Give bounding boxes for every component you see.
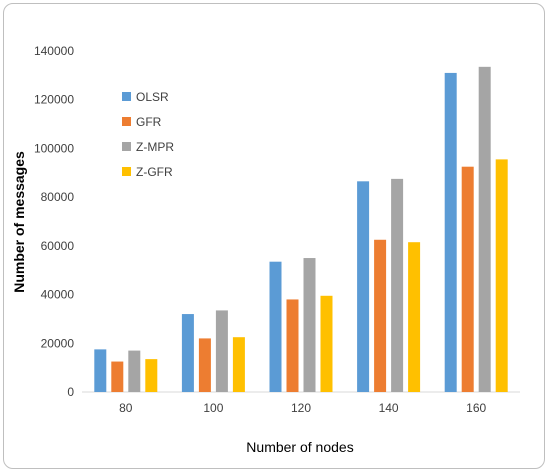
x-axis-label: Number of nodes bbox=[246, 439, 353, 455]
legend-swatch-z-mpr bbox=[122, 142, 131, 151]
legend-label-z-gfr: Z-GFR bbox=[136, 165, 173, 179]
y-tick-label: 20000 bbox=[41, 336, 75, 350]
x-tick-label: 160 bbox=[466, 401, 486, 415]
legend: OLSR GFR Z-MPR Z-GFR bbox=[122, 90, 174, 179]
bar-z-mpr-160 bbox=[478, 66, 491, 392]
bar-gfr-140 bbox=[374, 239, 387, 392]
bars bbox=[94, 66, 508, 393]
x-tick-label: 80 bbox=[119, 401, 133, 415]
y-tick-label: 140000 bbox=[34, 44, 74, 58]
x-axis-ticks: 80 100 120 140 160 bbox=[119, 401, 486, 415]
x-tick-label: 140 bbox=[379, 401, 399, 415]
y-tick-label: 100000 bbox=[34, 141, 74, 155]
bar-z-gfr-140 bbox=[408, 242, 421, 392]
y-tick-label: 120000 bbox=[34, 93, 74, 107]
bar-gfr-100 bbox=[198, 338, 211, 392]
bar-z-gfr-80 bbox=[145, 359, 158, 392]
bar-gfr-160 bbox=[461, 166, 474, 392]
legend-label-z-mpr: Z-MPR bbox=[136, 140, 174, 154]
bar-z-gfr-100 bbox=[232, 337, 245, 392]
y-tick-label: 40000 bbox=[41, 288, 75, 302]
bar-z-gfr-160 bbox=[495, 159, 508, 392]
bar-olsr-100 bbox=[181, 314, 194, 392]
legend-swatch-z-gfr bbox=[122, 167, 131, 176]
y-axis-ticks: 0 20000 40000 60000 80000 100000 120000 140000 bbox=[34, 44, 74, 399]
x-tick-label: 120 bbox=[291, 401, 311, 415]
bar-olsr-140 bbox=[357, 181, 370, 392]
legend-swatch-gfr bbox=[122, 117, 131, 126]
bar-olsr-160 bbox=[444, 72, 457, 393]
legend-swatch-olsr bbox=[122, 92, 131, 101]
bar-gfr-80 bbox=[111, 361, 124, 392]
bar-z-mpr-140 bbox=[391, 178, 404, 392]
bar-z-mpr-80 bbox=[128, 350, 141, 392]
legend-label-gfr: GFR bbox=[136, 115, 162, 129]
bar-gfr-120 bbox=[286, 299, 299, 392]
bar-z-mpr-100 bbox=[215, 310, 228, 392]
legend-label-olsr: OLSR bbox=[136, 90, 169, 104]
bar-olsr-80 bbox=[94, 349, 107, 392]
y-axis-label: Number of messages bbox=[11, 151, 27, 293]
bar-z-gfr-120 bbox=[320, 295, 333, 392]
y-tick-label: 80000 bbox=[41, 190, 75, 204]
x-tick-label: 100 bbox=[203, 401, 223, 415]
bar-z-mpr-120 bbox=[303, 258, 316, 392]
y-tick-label: 60000 bbox=[41, 239, 75, 253]
y-tick-label: 0 bbox=[67, 385, 74, 399]
bar-olsr-120 bbox=[269, 261, 282, 392]
